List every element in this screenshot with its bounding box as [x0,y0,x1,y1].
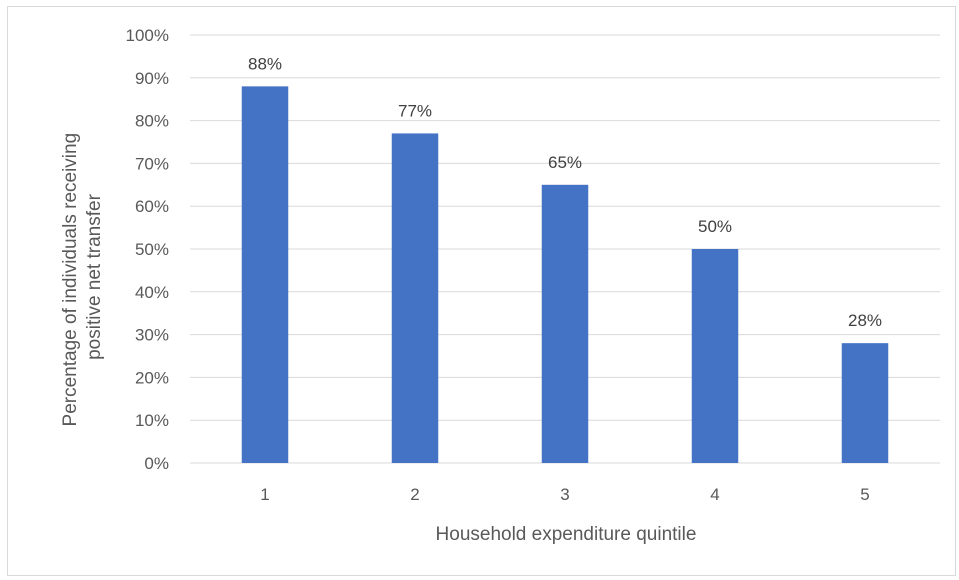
data-label: 28% [848,311,882,330]
y-tick-label: 40% [135,283,169,302]
y-tick-label: 0% [144,454,169,473]
x-tick-label: 2 [410,485,419,504]
gridlines [190,34,940,464]
data-label: 65% [548,153,582,172]
bar-quintile-2 [391,133,439,463]
y-tick-label: 80% [135,112,169,131]
bar-quintile-4 [691,249,739,463]
x-tick-labels: 1 2 3 4 5 [260,485,869,504]
y-tick-label: 20% [135,368,169,387]
y-tick-label: 90% [135,69,169,88]
y-axis-title-line-1: Percentage of individuals receiving [60,133,81,427]
y-tick-label: 60% [135,197,169,216]
y-tick-labels: 0% 10% 20% 30% 40% 50% 60% 70% 80% 90% 100% [126,26,169,473]
bar-quintile-5 [841,343,889,463]
data-labels: 88% 77% 65% 50% 28% [248,54,882,330]
data-label: 77% [398,101,432,120]
x-tick-label: 1 [260,485,269,504]
y-tick-label: 10% [135,411,169,430]
y-tick-label: 30% [135,326,169,345]
x-tick-label: 4 [710,485,719,504]
bar-quintile-3 [541,184,589,464]
bars [241,86,889,464]
data-label: 50% [698,217,732,236]
y-tick-label: 70% [135,154,169,173]
bar-quintile-1 [241,86,289,464]
data-label: 88% [248,54,282,73]
x-axis-title: Household expenditure quintile [436,524,697,545]
y-tick-label: 100% [126,26,169,45]
y-tick-label: 50% [135,240,169,259]
y-axis-title-line-2: positive net transfer [84,193,105,359]
x-tick-label: 3 [560,485,569,504]
y-axis-title: Percentage of individuals receiving posi… [60,128,105,427]
chart-frame [7,6,956,576]
x-tick-label: 5 [860,485,869,504]
